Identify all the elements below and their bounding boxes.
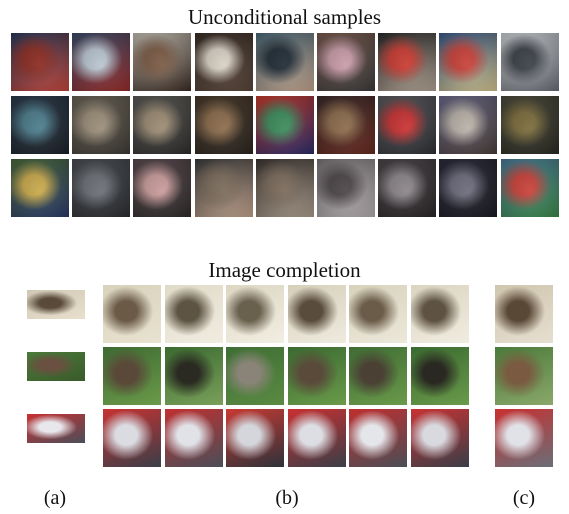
completion-sample-image xyxy=(410,409,469,467)
sample-image xyxy=(133,159,192,217)
sample-image xyxy=(439,159,498,217)
completion-sample-image xyxy=(410,347,469,405)
sample-image xyxy=(133,96,192,154)
completion-sample-image xyxy=(287,409,346,467)
sample-image xyxy=(378,33,437,91)
completion-sample-image xyxy=(226,409,284,467)
sample-image xyxy=(500,33,559,91)
completion-sample-image xyxy=(349,285,407,343)
sample-image xyxy=(378,96,437,154)
occluded-input-image xyxy=(27,409,85,467)
completion-input-column xyxy=(27,285,85,467)
sample-image xyxy=(133,33,192,91)
completion-sample-image xyxy=(164,409,223,467)
sample-image xyxy=(317,96,375,154)
sample-image xyxy=(255,159,314,217)
sample-image xyxy=(439,96,498,154)
completion-sample-image xyxy=(226,347,284,405)
sample-image xyxy=(72,33,131,91)
image-completion-title: Image completion xyxy=(208,258,361,282)
completion-sample-image xyxy=(164,285,223,343)
completion-sample-image xyxy=(103,285,161,343)
unconditional-samples-grid xyxy=(11,33,559,219)
sample-image xyxy=(11,159,69,217)
sample-image xyxy=(317,159,375,217)
completion-ground-truth-column xyxy=(495,285,553,475)
ground-truth-image xyxy=(495,347,553,405)
sample-image xyxy=(378,159,437,217)
unconditional-samples-title: Unconditional samples xyxy=(187,5,382,29)
completion-sample-image xyxy=(103,347,161,405)
sample-image xyxy=(317,33,375,91)
completion-sample-image xyxy=(164,347,223,405)
completion-sample-image xyxy=(226,285,284,343)
sample-image xyxy=(500,96,559,154)
occluded-input-image xyxy=(27,347,85,405)
sample-image xyxy=(11,33,69,91)
sample-image xyxy=(439,33,498,91)
sample-image xyxy=(72,96,131,154)
completion-sample-image xyxy=(349,347,407,405)
caption-c: (c) xyxy=(512,487,536,509)
occluded-input-image xyxy=(27,285,85,343)
completion-sample-image xyxy=(103,409,161,467)
completion-sample-image xyxy=(287,347,346,405)
completion-samples-grid xyxy=(103,285,469,475)
sample-image xyxy=(194,159,253,217)
completion-sample-image xyxy=(287,285,346,343)
caption-a: (a) xyxy=(43,487,67,509)
ground-truth-image xyxy=(495,285,553,343)
sample-image xyxy=(194,33,253,91)
sample-image xyxy=(500,159,559,217)
sample-image xyxy=(72,159,131,217)
ground-truth-image xyxy=(495,409,553,467)
completion-sample-image xyxy=(410,285,469,343)
completion-sample-image xyxy=(349,409,407,467)
sample-image xyxy=(255,96,314,154)
sample-image xyxy=(255,33,314,91)
sample-image xyxy=(11,96,69,154)
sample-image xyxy=(194,96,253,154)
caption-b: (b) xyxy=(275,487,299,509)
